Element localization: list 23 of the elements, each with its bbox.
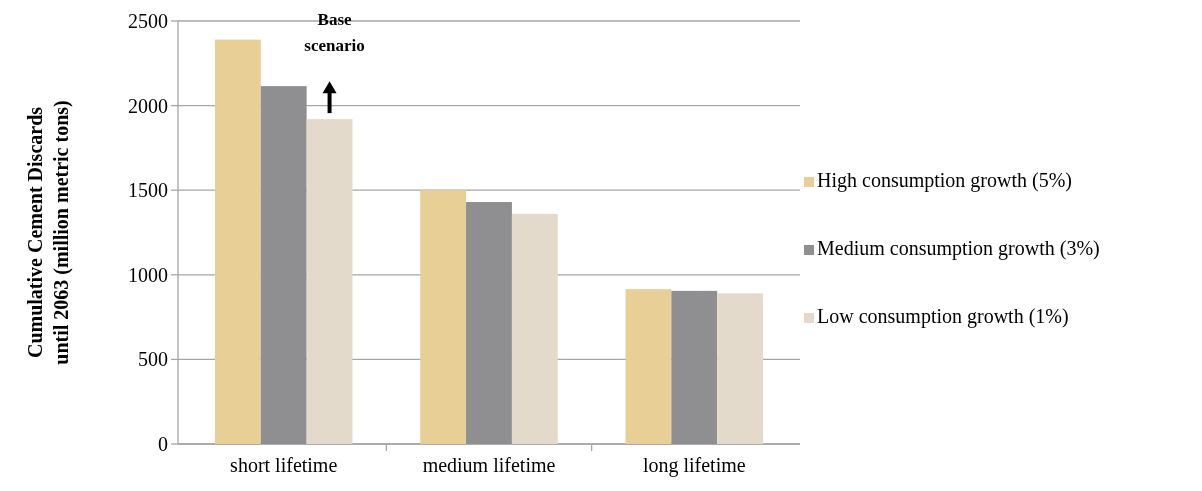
bar [717,293,764,444]
bar [260,86,307,444]
x-tick-label: long lifetime [642,454,746,477]
legend-label: Medium consumption growth (3%) [817,237,1100,260]
bar [420,190,467,444]
y-tick-label: 0 [158,433,168,455]
bar [466,202,512,444]
annotation: Base scenario [304,10,365,56]
y-tick-label: 500 [138,348,168,371]
x-tick-label: medium lifetime [422,454,556,476]
y-axis-title: Cumulative Cement Discards until 2063 (million metric tons) [24,100,73,365]
bar [671,290,718,444]
x-tick-label: short lifetime [230,454,338,476]
bar [214,39,261,444]
bar [306,119,353,444]
y-tick-label: 2500 [128,10,168,32]
legend-label: Low consumption growth (1%) [817,305,1069,328]
y-tick-label: 2000 [128,94,168,117]
bar [625,289,672,444]
bar [511,213,558,444]
y-tick-label: 1000 [128,263,168,286]
legend-label: High consumption growth (5%) [817,169,1072,192]
y-tick-label: 1500 [128,179,168,202]
